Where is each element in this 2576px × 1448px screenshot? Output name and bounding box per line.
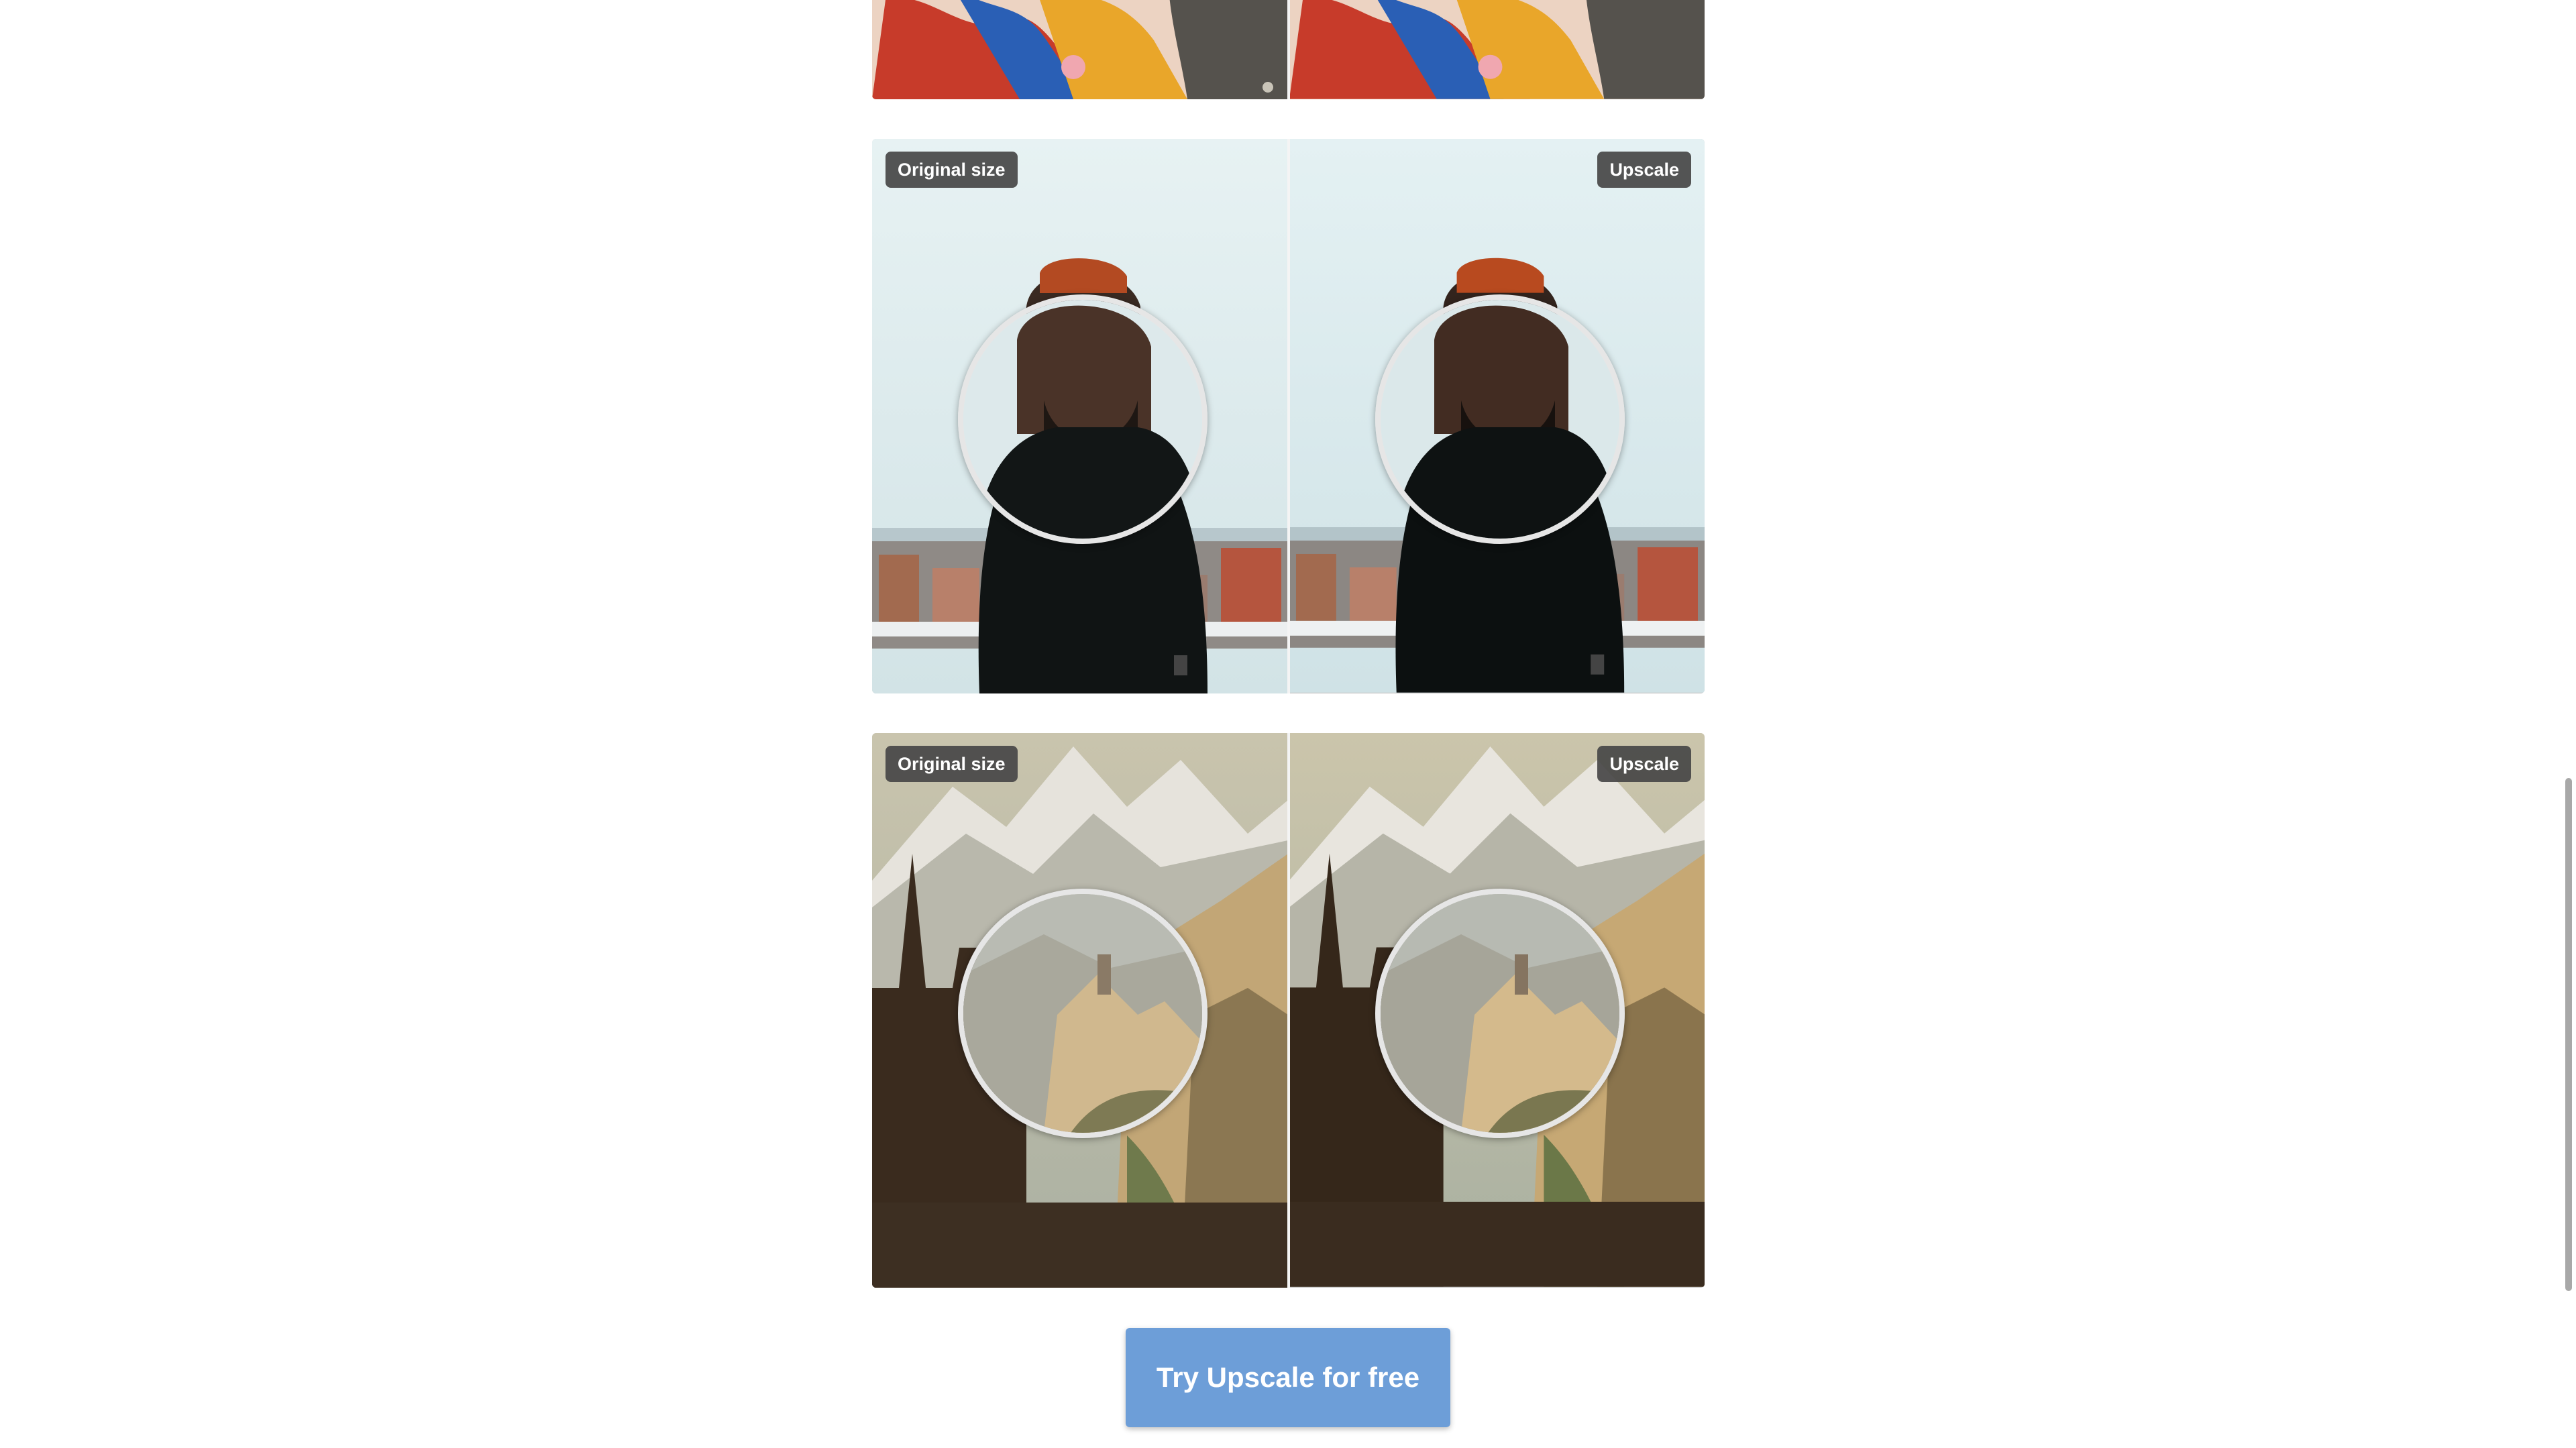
comparison-panel-portrait: Original size Upscale [872,139,1705,693]
try-upscale-button[interactable]: Try Upscale for free [1126,1328,1450,1427]
comparison-divider [1287,139,1290,693]
comparison-panel-scarf [872,0,1705,99]
magnifier-loupe-original [958,889,1208,1138]
original-size-badge: Original size [885,746,1018,782]
scrollbar-thumb[interactable] [2565,778,2572,1291]
upscaled-image-scarf [1289,0,1705,99]
original-image-scarf [872,0,1288,99]
magnifier-loupe-upscaled [1375,889,1625,1138]
comparison-panel-castle: Original size Upscale [872,733,1705,1288]
magnifier-loupe-upscaled [1375,294,1625,544]
magnifier-loupe-original [958,294,1208,544]
upscaled-image-portrait [1289,139,1705,693]
upscale-badge: Upscale [1597,746,1691,782]
comparison-divider [1287,0,1290,99]
comparison-divider [1287,733,1290,1288]
upscale-badge: Upscale [1597,152,1691,188]
scrollbar-track[interactable] [2563,0,2576,1448]
original-size-badge: Original size [885,152,1018,188]
original-image-castle [872,733,1288,1288]
original-image-portrait [872,139,1288,693]
upscaled-image-castle [1289,733,1705,1288]
